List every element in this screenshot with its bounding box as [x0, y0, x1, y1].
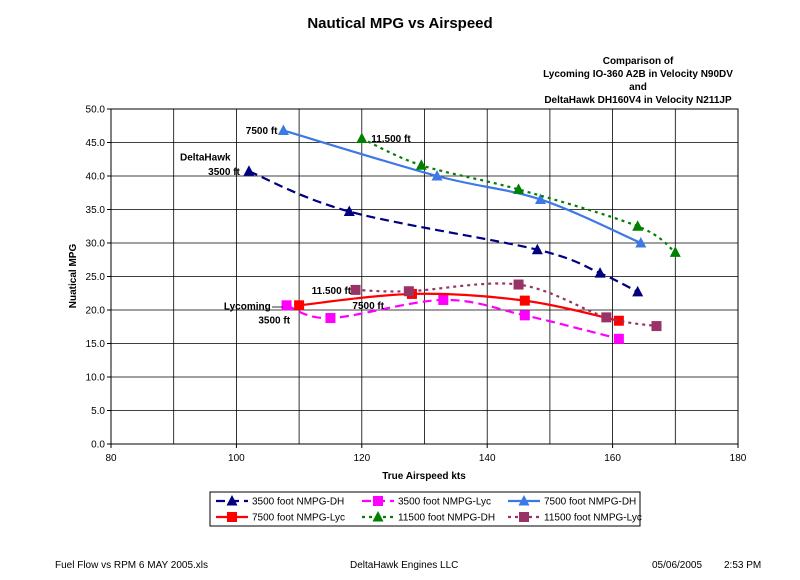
annotation: 11.500 ft	[371, 134, 411, 145]
data-point	[519, 295, 530, 306]
data-point	[513, 183, 525, 194]
y-tick-label: 40.0	[86, 172, 106, 183]
data-point	[227, 512, 237, 522]
legend-item: 7500 foot NMPG-Lyc	[216, 512, 345, 524]
annotation: DeltaHawk	[180, 153, 231, 164]
chart-subtitle: Comparison of Lycoming IO-360 A2B in Vel…	[543, 56, 733, 106]
legend-box	[209, 491, 641, 527]
data-point	[519, 512, 529, 522]
annotation: 3500 ft	[258, 316, 290, 327]
data-point	[431, 170, 443, 181]
data-point	[632, 220, 644, 231]
data-point	[651, 321, 662, 332]
series	[356, 132, 681, 257]
legend-label: 3500 foot NMPG-DH	[252, 497, 344, 508]
x-tick-label: 80	[105, 453, 117, 464]
footer-file: Fuel Flow vs RPM 6 MAY 2005.xls	[55, 560, 209, 571]
x-tick-label: 100	[228, 453, 245, 464]
data-point	[373, 496, 383, 506]
legend-label: 11500 foot NMPG-DH	[398, 513, 495, 524]
x-tick-label: 180	[730, 453, 747, 464]
footer-time: 2:53 PM	[724, 560, 762, 571]
series	[350, 279, 662, 332]
subtitle-line: Lycoming IO-360 A2B in Velocity N90DV	[543, 69, 733, 80]
legend-item: 3500 foot NMPG-DH	[216, 495, 344, 508]
data-point	[226, 495, 238, 506]
annotation: 7500 ft	[246, 126, 278, 137]
annotation: 3500 ft	[208, 167, 240, 178]
legend-item: 3500 foot NMPG-Lyc	[362, 496, 491, 508]
data-point	[594, 267, 606, 278]
subtitle-line: Comparison of	[603, 56, 674, 67]
series	[277, 124, 647, 248]
y-tick-label: 45.0	[86, 138, 106, 149]
data-point	[403, 286, 414, 297]
data-point	[281, 300, 292, 311]
data-point	[669, 246, 681, 257]
subtitle-line: DeltaHawk DH160V4 in Velocity N211JP	[544, 95, 732, 106]
data-point	[601, 312, 612, 323]
data-point	[632, 285, 644, 297]
x-axis-label: True Airspeed kts	[382, 471, 466, 482]
data-point	[613, 333, 624, 344]
footer-date: 05/06/2005	[652, 560, 703, 571]
data-point	[531, 243, 543, 255]
series-line	[283, 129, 642, 245]
subtitle-line: and	[629, 82, 647, 93]
data-point	[294, 300, 305, 311]
legend-label: 7500 foot NMPG-DH	[544, 497, 636, 508]
annotation: 11.500 ft	[312, 286, 352, 297]
x-tick-label: 140	[479, 453, 496, 464]
y-tick-label: 5.0	[91, 406, 105, 417]
footer-company: DeltaHawk Engines LLC	[350, 560, 459, 571]
series	[281, 294, 624, 344]
data-point	[372, 511, 384, 522]
x-tick-label: 160	[604, 453, 621, 464]
y-tick-label: 10.0	[86, 373, 106, 384]
y-tick-label: 30.0	[86, 239, 106, 250]
data-point	[350, 284, 361, 295]
data-point	[534, 193, 546, 204]
data-point	[277, 124, 289, 135]
annotation: 7500 ft	[352, 301, 384, 312]
y-tick-label: 20.0	[86, 306, 106, 317]
data-point	[356, 132, 368, 143]
series	[243, 165, 644, 297]
data-point	[518, 495, 530, 506]
annotation: Lycoming	[224, 301, 271, 312]
data-point	[635, 237, 647, 248]
legend-item: 11500 foot NMPG-DH	[362, 511, 495, 524]
plot-area: 0.0 5.0 10.0 15.0 20.0 25.0 30.0 35.0 40.0 45.0 50…	[86, 105, 747, 465]
legend: 3500 foot NMPG-DH 3500 foot NMPG-Lyc 7500 …	[209, 491, 642, 527]
y-tick-label: 25.0	[86, 272, 106, 283]
legend-item: 11500 foot NMPG-Lyc	[508, 512, 642, 524]
y-tick-label: 0.0	[91, 440, 105, 451]
data-point	[243, 165, 255, 176]
legend-label: 11500 foot NMPG-Lyc	[544, 513, 642, 524]
series-line	[298, 292, 620, 322]
data-point	[519, 310, 530, 321]
data-point	[415, 159, 427, 170]
y-tick-label: 15.0	[86, 339, 106, 350]
y-tick-label: 50.0	[86, 105, 106, 116]
series-line	[248, 170, 639, 293]
legend-label: 7500 foot NMPG-Lyc	[252, 513, 345, 524]
legend-item: 7500 foot NMPG-DH	[508, 495, 636, 508]
legend-label: 3500 foot NMPG-Lyc	[398, 497, 491, 508]
data-point	[438, 294, 449, 305]
chart-title: Nautical MPG vs Airspeed	[307, 15, 492, 32]
y-axis-label: Nuatical MPG	[68, 244, 79, 309]
data-point	[343, 205, 355, 217]
y-tick-label: 35.0	[86, 205, 106, 216]
data-point	[325, 313, 336, 324]
x-tick-label: 120	[353, 453, 370, 464]
data-point	[513, 279, 524, 290]
data-point	[613, 315, 624, 326]
